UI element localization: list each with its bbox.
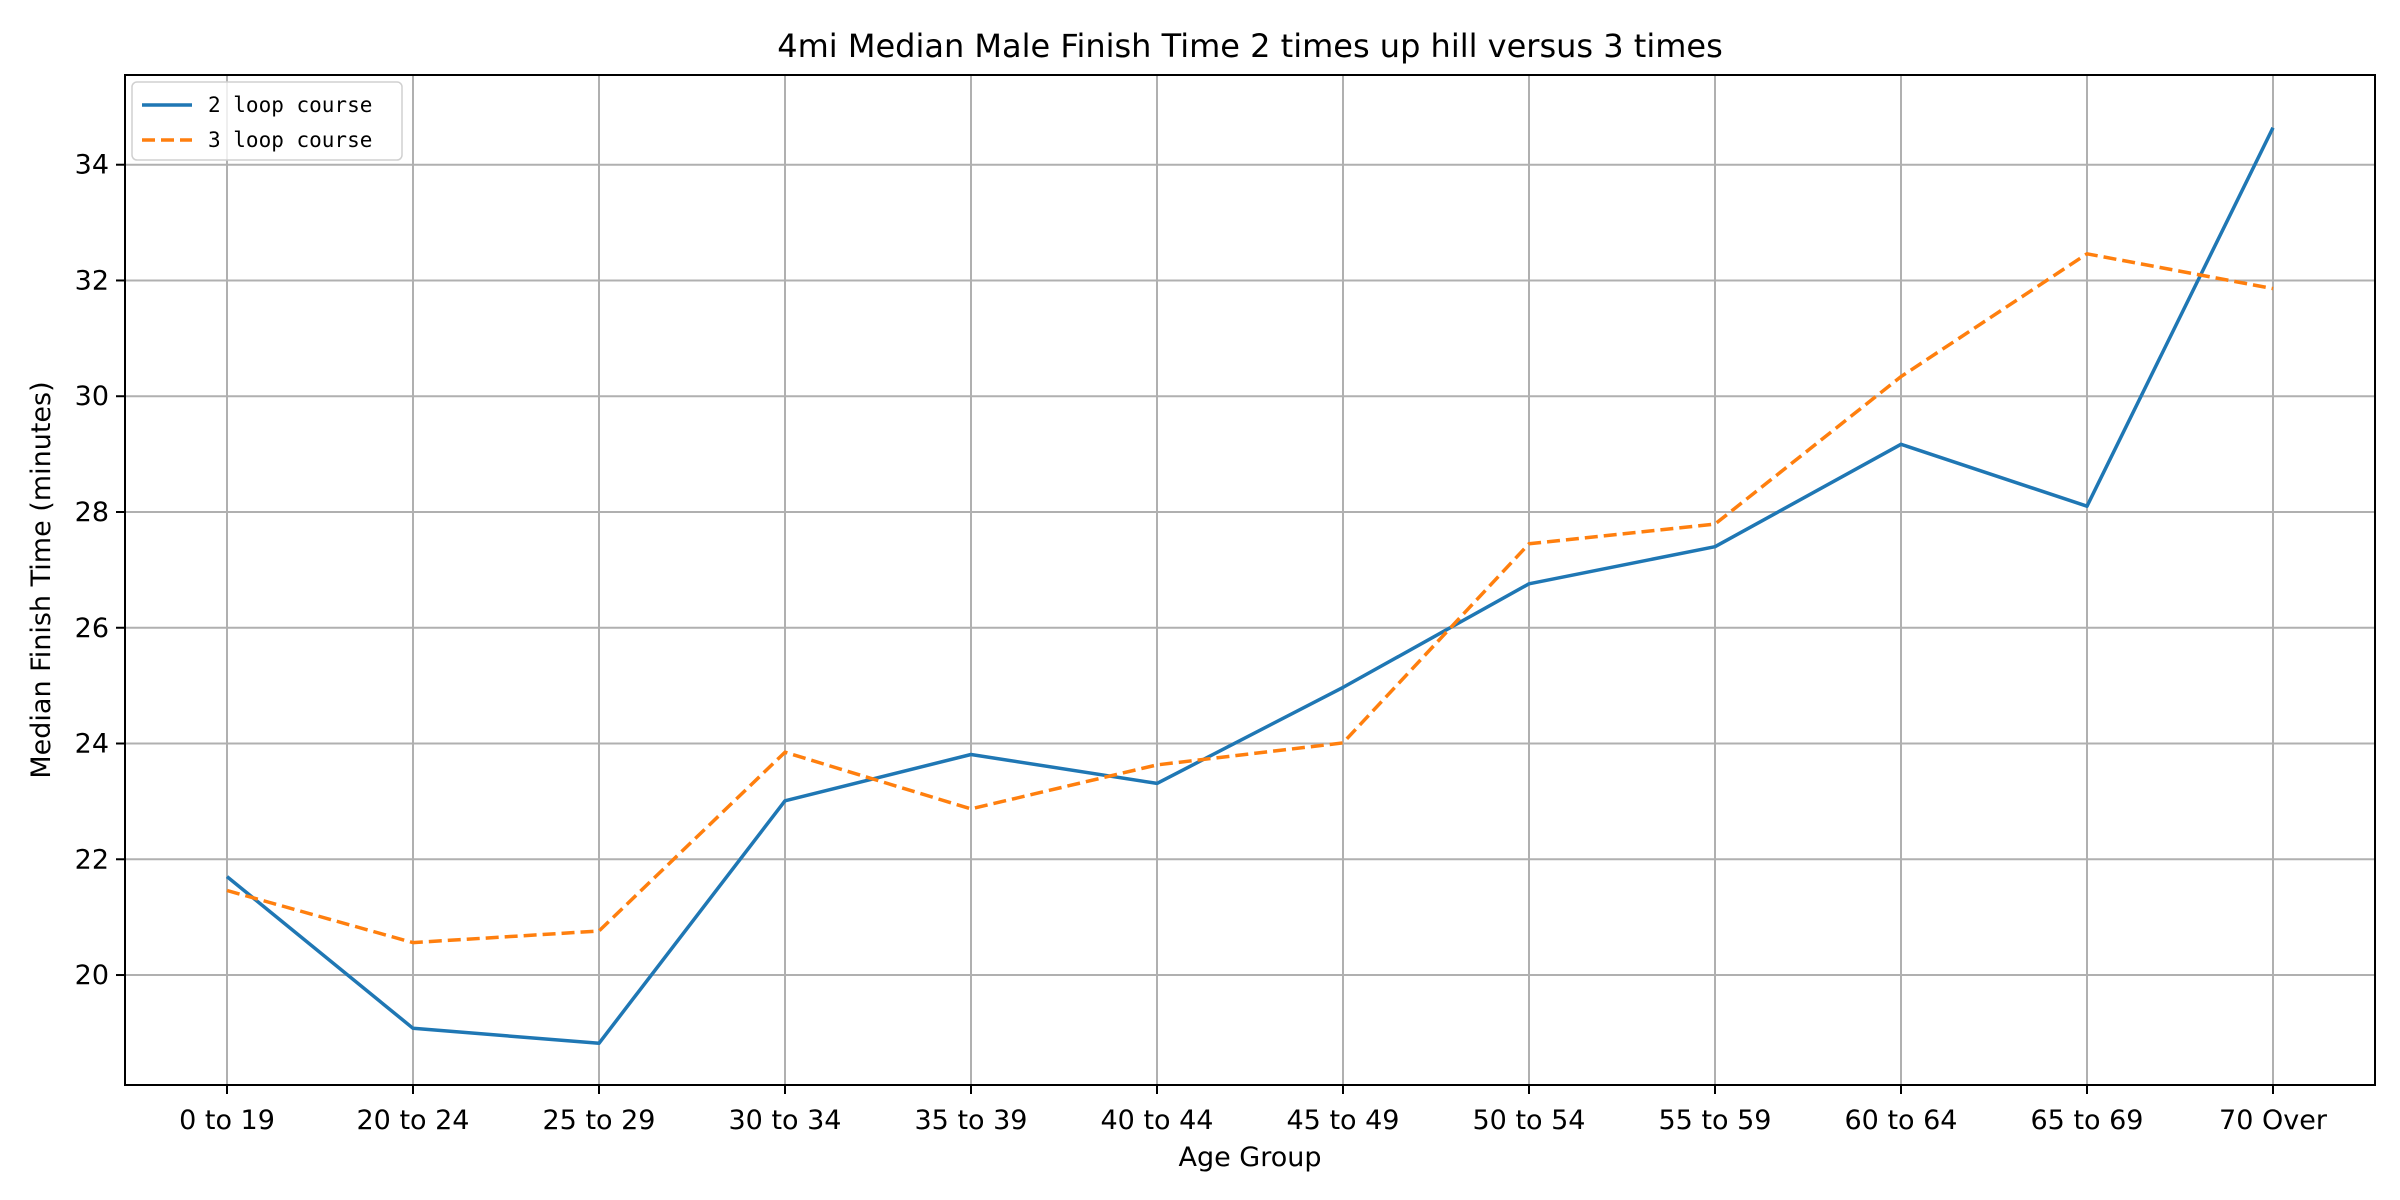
legend-label-2-loop: 2 loop course (208, 93, 372, 117)
x-tick-label: 55 to 59 (1659, 1105, 1772, 1136)
x-tick-label: 40 to 44 (1101, 1105, 1214, 1136)
legend-label-3-loop: 3 loop course (208, 128, 372, 152)
y-tick-label: 22 (75, 844, 109, 875)
y-tick-label: 26 (75, 613, 109, 644)
x-tick-label: 65 to 69 (2031, 1105, 2144, 1136)
x-tick-label: 35 to 39 (915, 1105, 1028, 1136)
axis-ticks: 0 to 19 20 to 24 25 to 29 30 to 34 35 to 39 4… (75, 150, 2328, 1136)
y-tick-label: 32 (75, 265, 109, 296)
series-lines (225, 126, 2275, 1046)
x-tick-label: 60 to 64 (1845, 1105, 1958, 1136)
legend: 2 loop course 3 loop course (131, 81, 403, 161)
y-axis-label: Median Finish Time (minutes) (26, 381, 57, 778)
x-axis-label: Age Group (1178, 1142, 1321, 1173)
y-tick-label: 30 (75, 381, 109, 412)
x-tick-label: 25 to 29 (543, 1105, 656, 1136)
x-tick-label: 30 to 34 (729, 1105, 842, 1136)
y-tick-label: 28 (75, 497, 109, 528)
x-tick-label: 70 Over (2219, 1105, 2328, 1136)
y-tick-label: 24 (75, 729, 109, 760)
gridlines (125, 75, 2375, 1085)
series-line-2-loop (225, 126, 2275, 1046)
chart-title: 4mi Median Male Finish Time 2 times up h… (777, 27, 1723, 65)
x-tick-label: 45 to 49 (1287, 1105, 1400, 1136)
x-tick-label: 0 to 19 (179, 1105, 275, 1136)
x-tick-label: 20 to 24 (357, 1105, 470, 1136)
x-tick-label: 50 to 54 (1473, 1105, 1586, 1136)
y-tick-label: 34 (75, 150, 109, 181)
series-line-3-loop (226, 252, 2274, 945)
legend-box (131, 81, 403, 161)
y-tick-label: 20 (75, 960, 109, 991)
plot-frame (124, 74, 2376, 1086)
